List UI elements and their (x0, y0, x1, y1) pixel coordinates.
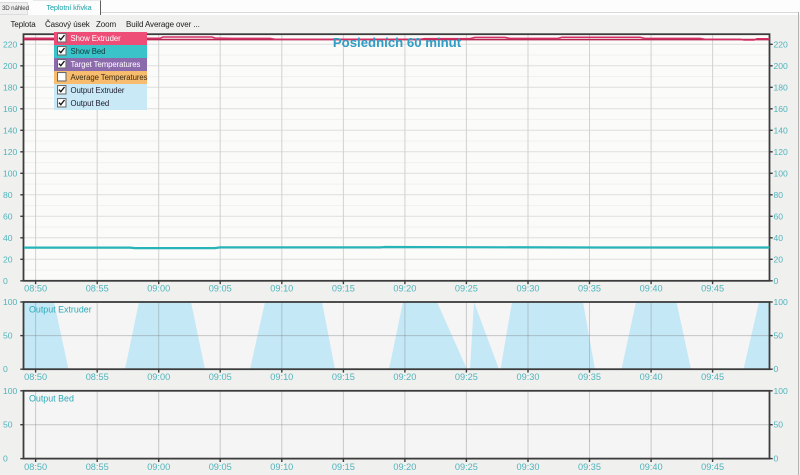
svg-text:50: 50 (3, 331, 13, 341)
svg-text:09:20: 09:20 (393, 284, 416, 294)
svg-text:09:00: 09:00 (147, 284, 170, 294)
svg-text:40: 40 (3, 233, 13, 243)
svg-text:20: 20 (3, 254, 13, 264)
svg-text:09:05: 09:05 (209, 284, 232, 294)
svg-text:09:05: 09:05 (209, 372, 232, 382)
svg-text:09:15: 09:15 (332, 284, 355, 294)
svg-text:09:20: 09:20 (393, 372, 416, 382)
svg-text:09:25: 09:25 (455, 372, 478, 382)
svg-text:200: 200 (3, 61, 18, 71)
svg-text:09:40: 09:40 (640, 284, 663, 294)
svg-text:08:50: 08:50 (24, 284, 47, 294)
svg-text:220: 220 (3, 39, 18, 49)
svg-text:60: 60 (774, 211, 784, 221)
svg-text:160: 160 (3, 104, 18, 114)
svg-text:09:15: 09:15 (332, 372, 355, 382)
svg-text:09:30: 09:30 (517, 462, 540, 472)
svg-text:50: 50 (3, 420, 13, 430)
svg-text:40: 40 (774, 233, 784, 243)
svg-text:08:50: 08:50 (24, 462, 47, 472)
svg-text:100: 100 (3, 386, 18, 396)
svg-text:100: 100 (774, 386, 789, 396)
svg-text:100: 100 (774, 168, 789, 178)
svg-text:08:55: 08:55 (86, 284, 109, 294)
svg-text:09:35: 09:35 (578, 372, 601, 382)
svg-text:09:00: 09:00 (147, 462, 170, 472)
svg-text:50: 50 (774, 331, 784, 341)
svg-text:08:55: 08:55 (86, 372, 109, 382)
svg-text:160: 160 (774, 104, 789, 114)
svg-text:09:45: 09:45 (701, 462, 724, 472)
svg-text:09:25: 09:25 (455, 284, 478, 294)
svg-text:09:45: 09:45 (701, 372, 724, 382)
svg-text:180: 180 (774, 82, 789, 92)
svg-text:0: 0 (774, 276, 779, 286)
svg-text:180: 180 (3, 82, 18, 92)
svg-text:09:35: 09:35 (578, 284, 601, 294)
svg-text:09:25: 09:25 (455, 462, 478, 472)
svg-text:120: 120 (774, 147, 789, 157)
svg-text:100: 100 (3, 297, 18, 307)
svg-text:0: 0 (3, 276, 8, 286)
svg-text:09:35: 09:35 (578, 462, 601, 472)
svg-text:09:40: 09:40 (640, 462, 663, 472)
svg-text:80: 80 (3, 190, 13, 200)
svg-text:0: 0 (3, 364, 8, 374)
svg-text:09:05: 09:05 (209, 462, 232, 472)
svg-text:100: 100 (774, 297, 789, 307)
svg-text:09:00: 09:00 (147, 372, 170, 382)
svg-text:09:10: 09:10 (270, 284, 293, 294)
svg-text:09:20: 09:20 (393, 462, 416, 472)
svg-text:09:45: 09:45 (701, 284, 724, 294)
svg-text:09:10: 09:10 (270, 372, 293, 382)
svg-text:Posledních 60 minut: Posledních 60 minut (333, 35, 462, 50)
svg-text:08:55: 08:55 (86, 462, 109, 472)
svg-text:09:40: 09:40 (640, 372, 663, 382)
svg-text:80: 80 (774, 190, 784, 200)
svg-text:0: 0 (3, 454, 8, 464)
svg-text:0: 0 (774, 364, 779, 374)
svg-text:140: 140 (774, 125, 789, 135)
svg-text:09:10: 09:10 (270, 462, 293, 472)
svg-text:09:30: 09:30 (517, 284, 540, 294)
svg-text:Output Bed: Output Bed (29, 394, 74, 404)
svg-text:140: 140 (3, 125, 18, 135)
svg-text:09:30: 09:30 (517, 372, 540, 382)
svg-text:20: 20 (774, 254, 784, 264)
svg-text:08:50: 08:50 (24, 372, 47, 382)
svg-text:220: 220 (774, 39, 789, 49)
svg-text:100: 100 (3, 168, 18, 178)
svg-text:50: 50 (774, 420, 784, 430)
svg-text:120: 120 (3, 147, 18, 157)
svg-text:200: 200 (774, 61, 789, 71)
svg-text:09:15: 09:15 (332, 462, 355, 472)
svg-text:Output Extruder: Output Extruder (29, 305, 92, 315)
svg-text:60: 60 (3, 211, 13, 221)
svg-text:0: 0 (774, 454, 779, 464)
